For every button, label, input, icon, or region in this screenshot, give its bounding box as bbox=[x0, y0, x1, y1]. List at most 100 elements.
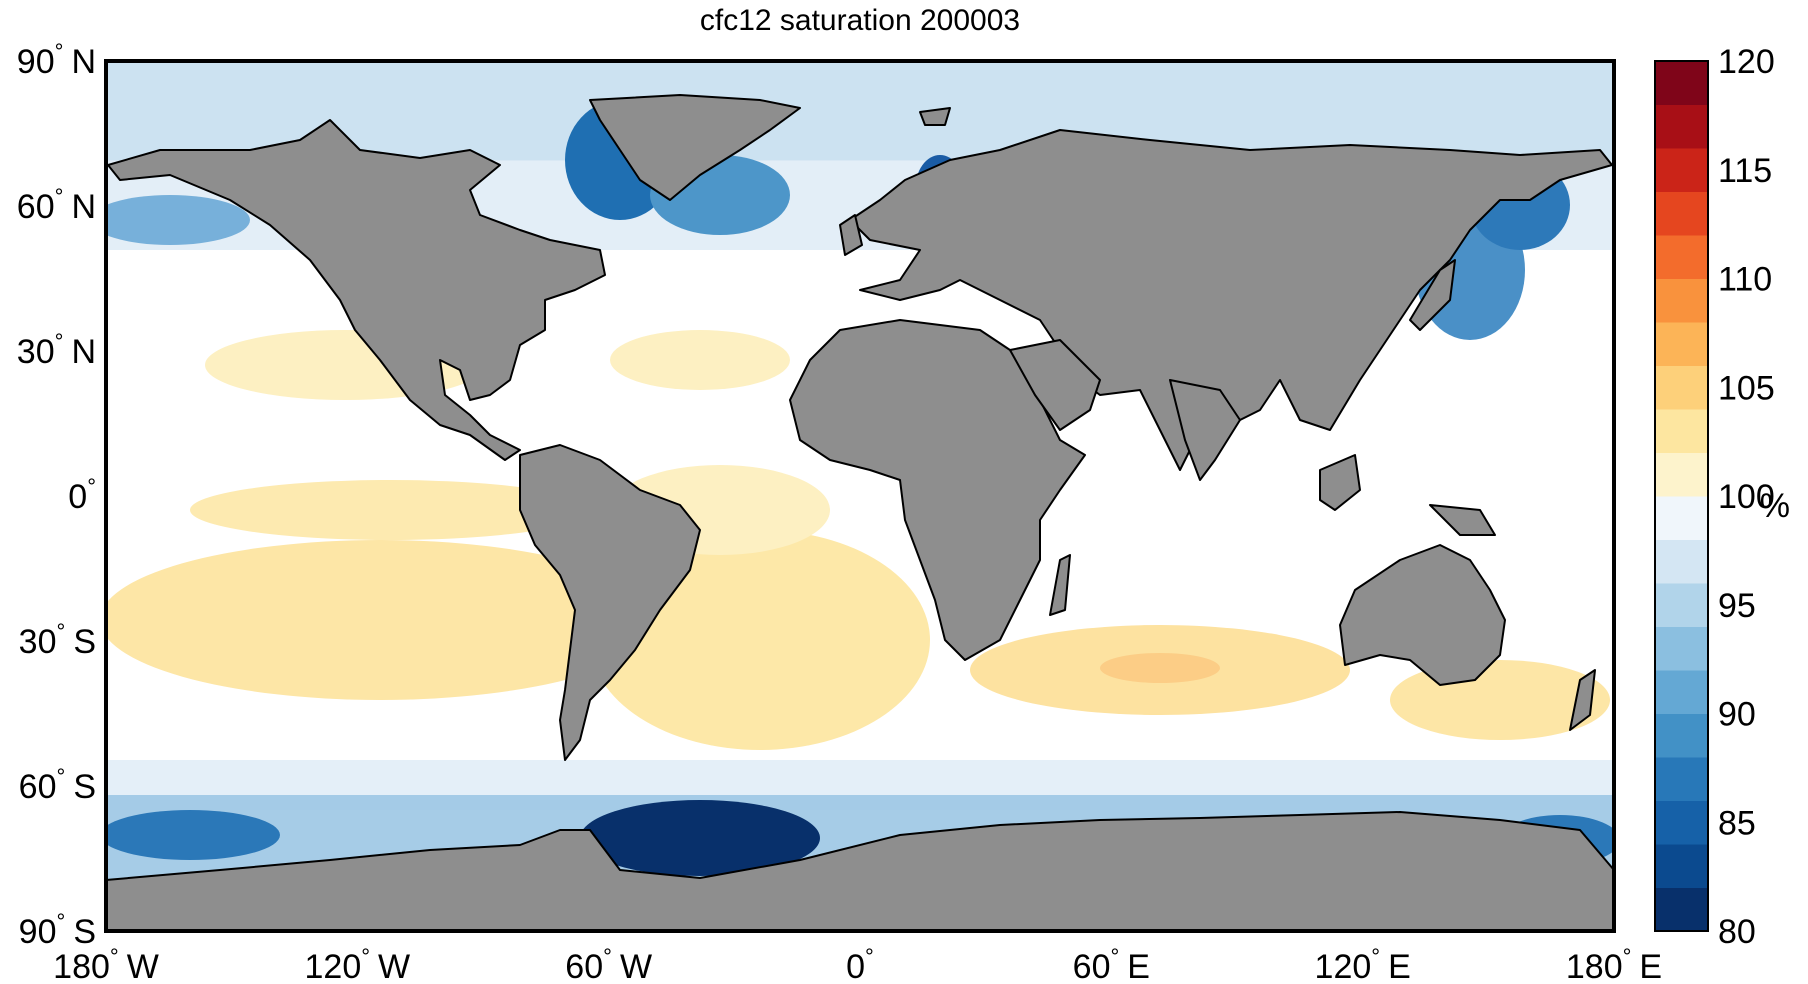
y-tick-label-value: 60 bbox=[19, 768, 57, 806]
japan bbox=[1409, 259, 1456, 331]
x-tick-label-hemisphere: E bbox=[1127, 948, 1150, 984]
y-tick-label: 90° S bbox=[19, 909, 96, 951]
y-tick-label: 90° N bbox=[17, 39, 96, 81]
x-tick-label-degree: ° bbox=[1110, 944, 1119, 969]
south-pacific-high bbox=[106, 540, 660, 700]
y-tick-label-degree: ° bbox=[57, 619, 66, 644]
plot-area bbox=[106, 61, 1614, 931]
y-tick-label-hemisphere: N bbox=[71, 333, 96, 371]
y-tick-label-value: 90 bbox=[17, 43, 55, 81]
north-america bbox=[107, 119, 606, 461]
madagascar bbox=[1049, 554, 1071, 616]
y-tick-label-degree: ° bbox=[55, 184, 64, 209]
x-tick-label-value: 0 bbox=[846, 948, 865, 984]
british-isles bbox=[839, 214, 863, 256]
colorbar-tick-label: 115 bbox=[1718, 152, 1772, 190]
north-atlantic-high bbox=[610, 330, 790, 390]
y-tick-label-hemisphere: S bbox=[73, 623, 96, 661]
svalbard bbox=[919, 107, 951, 126]
y-tick-label-hemisphere: S bbox=[73, 913, 96, 951]
plot-frame bbox=[104, 59, 1616, 933]
x-tick-label-degree: ° bbox=[110, 944, 119, 969]
new-guinea bbox=[1429, 504, 1496, 536]
x-tick-label: 180° E bbox=[1566, 944, 1662, 984]
x-tick-label: 180° W bbox=[53, 944, 159, 984]
arctic-undersaturation bbox=[106, 61, 1614, 161]
north-pacific-low bbox=[106, 195, 250, 245]
y-tick-label-value: 30 bbox=[17, 333, 55, 371]
x-tick-label-value: 180 bbox=[53, 948, 110, 984]
map-title: cfc12 saturation 200003 bbox=[700, 4, 1020, 37]
colorbar-tick-labels: 120 115 110 105 100 95 90 85 80 bbox=[1718, 43, 1775, 951]
y-tick-label-degree: ° bbox=[57, 764, 66, 789]
colorbar-band bbox=[1655, 61, 1708, 105]
australia bbox=[1339, 544, 1506, 686]
y-tick-label-value: 0 bbox=[68, 478, 87, 516]
x-tick-label-degree: ° bbox=[361, 944, 370, 969]
colorbar-band bbox=[1655, 844, 1708, 888]
antarctica bbox=[106, 811, 1614, 931]
y-tick-label-hemisphere: N bbox=[71, 188, 96, 226]
colorbar-bands bbox=[1655, 61, 1708, 932]
y-tick-label-value: 30 bbox=[19, 623, 57, 661]
x-tick-label-degree: ° bbox=[1623, 944, 1632, 969]
x-tick-label: 60° W bbox=[565, 944, 652, 984]
colorbar-band bbox=[1655, 539, 1708, 584]
land bbox=[106, 94, 1614, 931]
x-tick-label-value: 120 bbox=[1315, 948, 1372, 984]
y-tick-label: 60° N bbox=[17, 184, 96, 226]
y-tick-label-degree: ° bbox=[55, 329, 64, 354]
south-america bbox=[519, 444, 701, 761]
x-tick-label-hemisphere: E bbox=[1639, 948, 1662, 984]
colorbar-band bbox=[1655, 235, 1708, 279]
colorbar-band bbox=[1655, 757, 1708, 801]
x-tick-label-hemisphere: W bbox=[620, 948, 652, 984]
colorbar-band bbox=[1655, 104, 1708, 149]
weddell-sea-low bbox=[580, 800, 820, 876]
y-tick-label: 30° S bbox=[19, 619, 96, 661]
colorbar-band bbox=[1655, 191, 1708, 236]
colorbar-unit: % bbox=[1760, 487, 1790, 525]
colorbar-band bbox=[1655, 148, 1708, 192]
x-tick-label-degree: ° bbox=[865, 944, 874, 969]
y-tick-label: 0° bbox=[68, 474, 96, 516]
colorbar-band bbox=[1655, 409, 1708, 453]
arabia bbox=[1009, 339, 1101, 431]
x-tick-label-degree: ° bbox=[603, 944, 612, 969]
x-tick-label-hemisphere: W bbox=[127, 948, 159, 984]
x-tick-label: 120° W bbox=[305, 944, 411, 984]
y-tick-label-degree: ° bbox=[87, 474, 96, 499]
equatorial-pacific-high bbox=[190, 480, 590, 540]
x-tick-label-degree: ° bbox=[1371, 944, 1380, 969]
y-tick-label-value: 90 bbox=[19, 913, 57, 951]
new-zealand bbox=[1569, 669, 1596, 731]
x-axis-labels: 180° W 120° W 60° W 0° 60° E 120° E 180° E bbox=[53, 944, 1662, 984]
colorbar-tick-label: 100 bbox=[1718, 478, 1775, 516]
y-tick-label: 60° S bbox=[19, 764, 96, 806]
colorbar-band bbox=[1655, 496, 1708, 540]
y-tick-label-degree: ° bbox=[55, 39, 64, 64]
colorbar-band bbox=[1655, 365, 1708, 410]
colorbar-frame bbox=[1654, 60, 1709, 932]
y-tick-label-degree: ° bbox=[57, 909, 66, 934]
colorbar-tick-label: 95 bbox=[1718, 587, 1756, 625]
colorbar-tick-label: 110 bbox=[1718, 261, 1772, 299]
ross-sea-low-west bbox=[106, 810, 280, 860]
colorbar-band bbox=[1655, 583, 1708, 627]
colorbar-tick-label: 90 bbox=[1718, 696, 1756, 734]
colorbar-band bbox=[1655, 887, 1708, 932]
south-indian-peak bbox=[1100, 653, 1220, 683]
x-tick-label: 60° E bbox=[1073, 944, 1150, 984]
y-tick-label-hemisphere: S bbox=[73, 768, 96, 806]
colorbar-band bbox=[1655, 626, 1708, 671]
colorbar-tick-label: 80 bbox=[1718, 913, 1756, 951]
colorbar-band bbox=[1655, 670, 1708, 714]
x-tick-label: 120° E bbox=[1315, 944, 1411, 984]
greenland bbox=[589, 94, 801, 201]
x-tick-label: 0° bbox=[846, 944, 874, 984]
x-tick-label-value: 60 bbox=[1073, 948, 1111, 984]
y-tick-label: 30° N bbox=[17, 329, 96, 371]
colorbar-band bbox=[1655, 800, 1708, 845]
colorbar-band bbox=[1655, 713, 1708, 758]
